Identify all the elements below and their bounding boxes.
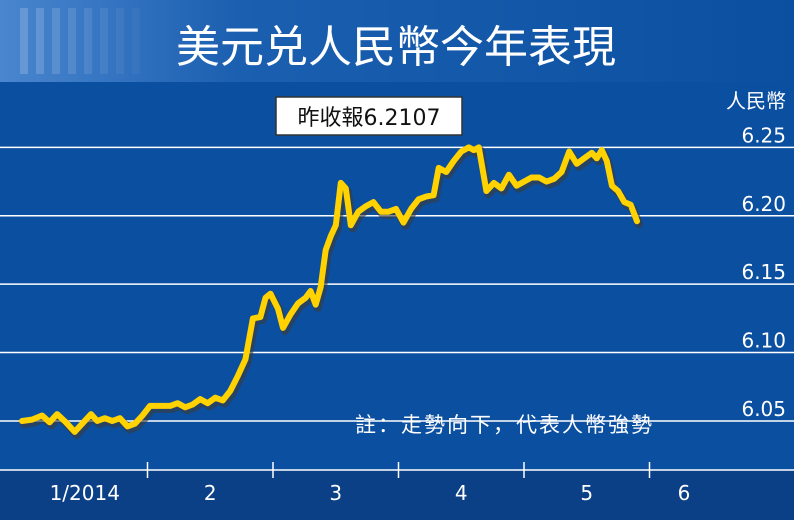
title-stripe <box>36 8 44 74</box>
x-tick-label: 4 <box>455 481 468 505</box>
x-tick-label: 5 <box>580 481 593 505</box>
y-tick-label: 6.10 <box>741 329 786 353</box>
title-stripe <box>52 8 60 74</box>
callout-box <box>275 96 463 136</box>
title-stripe <box>68 8 76 74</box>
x-axis-band <box>0 470 794 520</box>
x-tick-label: 2 <box>204 481 217 505</box>
title-stripe <box>84 8 92 74</box>
y-tick-label: 6.05 <box>741 397 786 421</box>
y-tick-label: 6.15 <box>741 260 786 284</box>
x-tick-label: 1/2014 <box>50 481 120 505</box>
y-tick-label: 6.25 <box>741 123 786 147</box>
y-axis-label: 人民幣 <box>726 89 786 113</box>
chart-note: 註：走勢向下，代表人幣強勢 <box>355 413 654 437</box>
title-stripe <box>100 8 108 74</box>
x-tick-label: 6 <box>678 481 691 505</box>
x-tick-label: 3 <box>329 481 342 505</box>
y-tick-label: 6.20 <box>741 192 786 216</box>
title-stripe <box>132 8 140 74</box>
chart-title: 美元兑人民幣今年表現 <box>176 22 616 73</box>
title-stripe <box>116 8 124 74</box>
callout-text: 昨收報6.2107 <box>298 106 441 131</box>
series-line <box>19 144 640 435</box>
title-band <box>0 0 794 82</box>
title-stripe <box>20 8 28 74</box>
